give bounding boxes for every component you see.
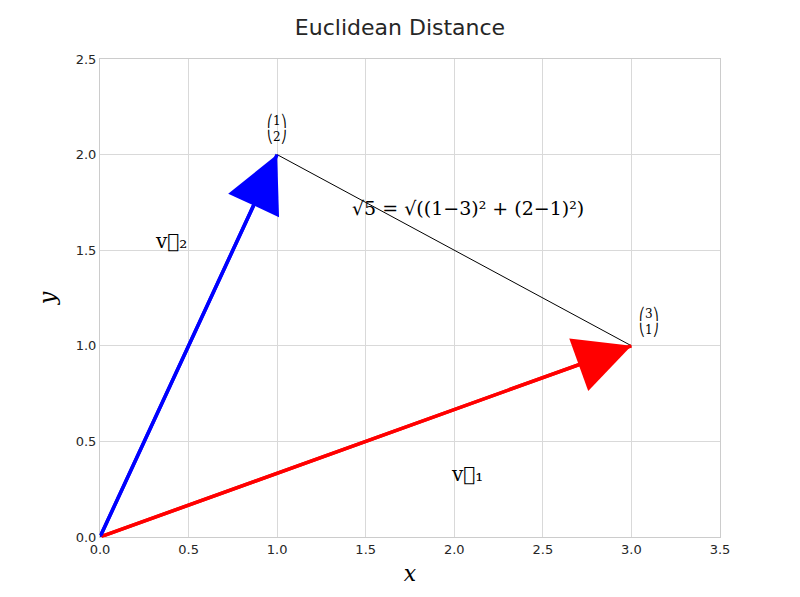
svg-text:1.5: 1.5: [76, 243, 97, 258]
svg-text:2.0: 2.0: [76, 147, 97, 162]
svg-text:⎛1⎞⎝2⎠: ⎛1⎞⎝2⎠: [267, 113, 287, 144]
svg-text:0.0: 0.0: [90, 542, 111, 557]
svg-text:0.5: 0.5: [76, 434, 97, 449]
svg-text:3.0: 3.0: [621, 542, 642, 557]
svg-text:v⃗₂: v⃗₂: [155, 229, 187, 253]
svg-text:2.5: 2.5: [76, 52, 97, 67]
svg-text:0.5: 0.5: [178, 542, 199, 557]
svg-text:y: y: [35, 291, 60, 305]
svg-text:1.0: 1.0: [76, 338, 97, 353]
svg-text:1.0: 1.0: [267, 542, 288, 557]
svg-text:Euclidean Distance: Euclidean Distance: [295, 15, 505, 40]
svg-text:0.0: 0.0: [76, 530, 97, 545]
svg-text:3.5: 3.5: [710, 542, 731, 557]
svg-text:x: x: [404, 561, 417, 586]
svg-text:⎛3⎞⎝1⎠: ⎛3⎞⎝1⎠: [639, 306, 659, 337]
svg-text:1.5: 1.5: [355, 542, 376, 557]
svg-text:v⃗₁: v⃗₁: [451, 462, 483, 486]
svg-text:2.0: 2.0: [444, 542, 465, 557]
svg-text:√5 = √((1−3)² + (2−1)²): √5 = √((1−3)² + (2−1)²): [352, 197, 584, 219]
svg-text:2.5: 2.5: [533, 542, 554, 557]
